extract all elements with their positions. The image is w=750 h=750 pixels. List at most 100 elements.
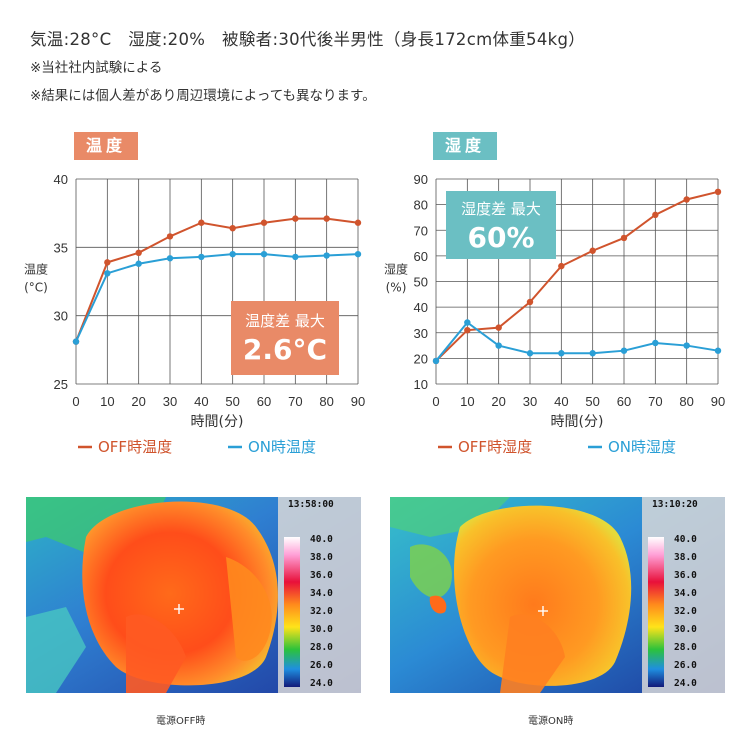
- temp-series-0-point-2: [135, 249, 142, 256]
- hum-ytick-8: 90: [414, 172, 428, 187]
- thermal-on-scale-7: 26.0: [674, 660, 697, 671]
- hum-xtick-4: 40: [554, 394, 568, 409]
- temp-xtick-2: 20: [131, 394, 145, 409]
- thermal-on-scale-2: 36.0: [674, 570, 697, 581]
- humidity-chart: 10 20 30 40 50 60 70 80 90 0 10 20 30 40 50 60 70 80 90 時間(…: [384, 172, 725, 456]
- humidity-panel-tag: 湿度: [433, 132, 498, 160]
- temp-xtick-7: 70: [288, 394, 302, 409]
- hum-series-0-point-6: [620, 234, 628, 242]
- hum-ytick-3: 40: [414, 300, 428, 315]
- temp-ylabel-1: (°C): [24, 281, 48, 295]
- note-internal-test: ※当社社内試験による: [30, 60, 163, 76]
- thermal-off-scale-8: 24.0: [310, 678, 333, 689]
- temperature-diff-label: 温度差 最大: [245, 312, 325, 330]
- temp-series-0-point-3: [166, 233, 174, 240]
- hum-ytick-6: 70: [414, 223, 428, 238]
- temp-series-1-point-2: [135, 260, 142, 267]
- temperature-panel-tag: 温度: [74, 132, 139, 160]
- humidity-diff-value: 60%: [467, 221, 535, 254]
- thermal-on-scale-6: 28.0: [674, 642, 697, 653]
- temp-xtick-5: 50: [225, 394, 239, 409]
- hum-ylabel-1: (%): [386, 281, 407, 295]
- hum-series-line-0: [435, 190, 719, 362]
- hum-xtick-7: 70: [648, 394, 662, 409]
- temp-ytick-1: 30: [54, 309, 68, 324]
- hum-series-0-point-9: [714, 188, 722, 196]
- hum-series-1-point-2: [495, 342, 502, 349]
- hum-series-0-point-1: [464, 326, 471, 334]
- temp-series-1-point-6: [260, 250, 268, 258]
- temp-xtick-8: 80: [319, 394, 333, 409]
- hum-series-0-point-2: [495, 324, 502, 331]
- temp-series-0-point-6: [260, 219, 268, 226]
- temp-series-0-point-4: [198, 219, 205, 226]
- thermal-on-caption: 電源ON時: [528, 716, 574, 727]
- hum-xtick-9: 90: [711, 394, 725, 409]
- thermal-off-scale-3: 34.0: [310, 588, 333, 599]
- temp-series-0-point-9: [354, 219, 362, 226]
- temp-ytick-3: 40: [54, 172, 68, 187]
- temp-ytick-2: 35: [54, 240, 68, 255]
- hum-xlabel: 時間(分): [551, 414, 604, 430]
- thermal-on-timestamp: 13:10:20: [652, 499, 698, 510]
- thermal-on-scale-5: 30.0: [674, 624, 697, 635]
- hum-series-0-point-5: [589, 247, 596, 254]
- hum-series-0-point-7: [652, 211, 659, 219]
- hum-series-1-point-5: [589, 350, 596, 357]
- temp-xtick-1: 10: [100, 394, 114, 409]
- humidity-diff-callout: 湿度差 最大 60%: [446, 191, 556, 259]
- hum-xtick-0: 0: [432, 394, 439, 409]
- hum-ytick-0: 10: [414, 377, 428, 392]
- temp-series-1-point-4: [198, 253, 205, 261]
- hum-legend-label-0: OFF時湿度: [458, 438, 532, 456]
- hum-xtick-1: 10: [460, 394, 474, 409]
- hum-legend-label-1: ON時湿度: [608, 438, 676, 456]
- hum-series-1-point-9: [714, 347, 722, 354]
- temp-series-0-point-1: [104, 259, 111, 266]
- temperature-diff-value: 2.6°C: [242, 333, 328, 366]
- temp-series-1-point-1: [104, 270, 111, 277]
- thermal-on-scale-1: 38.0: [674, 552, 697, 563]
- temp-series-0-point-7: [292, 215, 299, 222]
- hum-ytick-2: 30: [414, 326, 428, 341]
- temp-xlabel: 時間(分): [191, 414, 244, 430]
- thermal-off-scale-4: 32.0: [310, 606, 333, 617]
- temp-series-line-0: [75, 217, 359, 343]
- temp-series-1-point-0: [72, 338, 80, 345]
- thermal-off-scale-5: 30.0: [310, 624, 333, 635]
- hum-xtick-6: 60: [617, 394, 631, 409]
- thermal-image-off: 13:58:00 40.0 38.0 36.0 34.0 32.0 30.0 2…: [26, 497, 361, 693]
- hum-series-0-point-4: [558, 262, 565, 270]
- hum-xtick-3: 30: [523, 394, 537, 409]
- hum-series-1-point-1: [464, 319, 471, 326]
- hum-series-0-point-3: [526, 298, 534, 306]
- temp-ylabel-0: 温度: [24, 262, 48, 277]
- temp-xtick-4: 40: [194, 394, 208, 409]
- thermal-off-scale-7: 26.0: [310, 660, 333, 671]
- temp-series-line-1: [75, 253, 359, 343]
- temp-legend-label-0: OFF時温度: [98, 438, 172, 456]
- hum-xtick-8: 80: [679, 394, 693, 409]
- hum-xtick-2: 20: [491, 394, 505, 409]
- hum-series-line-1: [435, 321, 719, 362]
- temp-xtick-9: 90: [351, 394, 365, 409]
- hum-ytick-7: 80: [414, 198, 428, 213]
- hum-ytick-4: 50: [414, 275, 428, 290]
- hum-series-1-point-4: [558, 350, 565, 357]
- temp-series-0-point-8: [323, 215, 330, 222]
- hum-xtick-5: 50: [585, 394, 599, 409]
- thermal-off-caption: 電源OFF時: [156, 716, 206, 727]
- temp-series-1-point-3: [166, 255, 174, 262]
- thermal-off-scale-0: 40.0: [310, 534, 333, 545]
- test-conditions: 気温:28°C 湿度:20% 被験者:30代後半男性（身長172cm体重54kg…: [30, 30, 586, 49]
- temp-ytick-0: 25: [54, 377, 68, 392]
- temperature-diff-callout: 温度差 最大 2.6°C: [231, 301, 339, 375]
- thermal-on-scale-3: 34.0: [674, 588, 697, 599]
- thermal-on-scale-0: 40.0: [674, 534, 697, 545]
- hum-ytick-5: 60: [414, 249, 428, 264]
- temp-xtick-3: 30: [163, 394, 177, 409]
- thermal-off-scale-2: 36.0: [310, 570, 333, 581]
- hum-series-1-point-6: [620, 347, 628, 354]
- temp-xtick-6: 60: [257, 394, 271, 409]
- humidity-diff-label: 湿度差 最大: [461, 200, 541, 218]
